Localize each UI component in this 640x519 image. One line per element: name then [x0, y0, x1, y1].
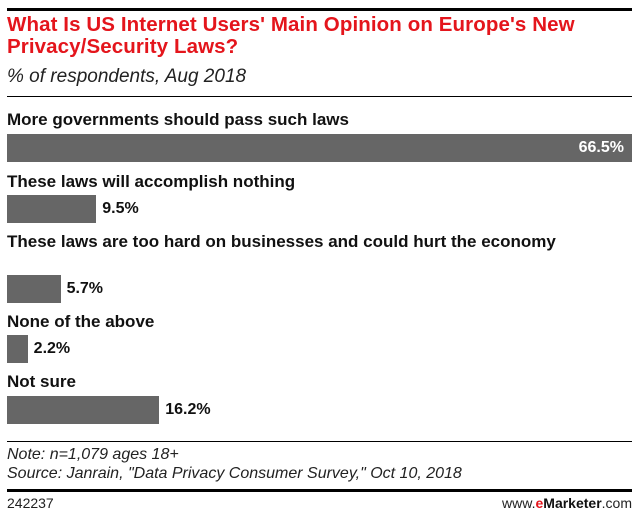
note-rule	[7, 441, 632, 442]
brand-name: Marketer	[543, 495, 602, 511]
bar	[7, 134, 632, 162]
brand-e: e	[535, 495, 544, 511]
category-label: More governments should pass such laws	[7, 110, 349, 129]
note-text: Note: n=1,079 ages 18+	[7, 446, 179, 463]
bar	[7, 335, 28, 363]
brand-suffix: .com	[601, 495, 632, 511]
bar	[7, 275, 61, 303]
category-label: These laws are too hard on businesses an…	[7, 232, 556, 251]
chart-title: What Is US Internet Users' Main Opinion …	[7, 13, 575, 58]
bar	[7, 396, 160, 424]
subtitle-rule	[7, 96, 632, 97]
emarketer-logo: www.eMarketer.com	[502, 495, 632, 511]
data-label: 2.2%	[33, 340, 71, 357]
chart-subtitle: % of respondents, Aug 2018	[7, 66, 247, 87]
data-label: 9.5%	[102, 200, 139, 217]
data-label: 66.5%	[578, 139, 624, 156]
bar	[7, 195, 97, 223]
source-text: Source: Janrain, "Data Privacy Consumer …	[7, 465, 462, 482]
data-label: 16.2%	[165, 401, 211, 418]
category-label: Not sure	[7, 372, 76, 391]
top-rule	[7, 8, 632, 11]
brand-prefix: www.	[502, 495, 536, 511]
category-label: None of the above	[7, 312, 155, 331]
data-label: 5.7%	[66, 280, 104, 297]
footer-rule	[7, 489, 632, 492]
category-label: These laws will accomplish nothing	[7, 172, 296, 191]
chart-id: 242237	[7, 495, 54, 511]
